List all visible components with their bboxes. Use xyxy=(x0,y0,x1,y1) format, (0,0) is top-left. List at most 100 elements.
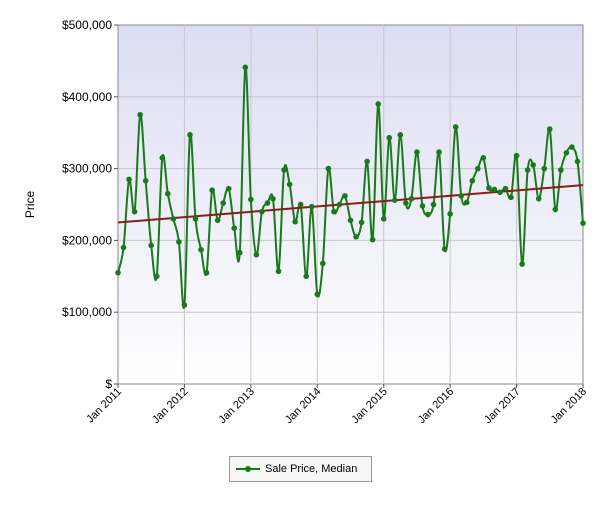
data-point xyxy=(303,273,310,280)
data-point xyxy=(115,269,121,276)
data-point xyxy=(380,216,387,222)
data-point xyxy=(486,185,492,191)
data-point xyxy=(242,64,249,71)
data-point xyxy=(541,165,548,172)
data-point xyxy=(535,195,542,202)
data-point xyxy=(497,189,503,196)
data-point xyxy=(198,246,204,253)
data-point xyxy=(292,218,298,225)
data-point xyxy=(264,200,271,206)
data-point xyxy=(403,200,409,206)
y-tick-label: $400,000 xyxy=(62,90,112,104)
data-point xyxy=(148,242,155,249)
data-point xyxy=(353,234,359,240)
data-point xyxy=(131,208,138,215)
data-point xyxy=(126,176,132,183)
data-point xyxy=(441,246,448,252)
x-tick-label: Jan 2014 xyxy=(283,386,323,426)
data-point xyxy=(320,260,326,267)
data-point xyxy=(480,155,487,161)
data-point xyxy=(286,181,293,188)
data-point xyxy=(214,217,221,224)
data-point xyxy=(170,216,177,222)
data-point xyxy=(176,239,182,245)
data-point xyxy=(508,194,514,201)
data-point xyxy=(297,201,304,208)
data-point xyxy=(275,268,282,275)
x-tick-label: Jan 2012 xyxy=(150,386,190,426)
legend-marker xyxy=(245,466,251,472)
data-point xyxy=(463,199,470,206)
data-point xyxy=(569,144,575,150)
data-point xyxy=(386,134,393,141)
y-tick-label: $500,000 xyxy=(62,18,112,32)
data-point xyxy=(236,249,243,256)
data-point xyxy=(248,196,254,203)
y-tick-label: $ xyxy=(105,377,112,391)
x-tick-label: Jan 2015 xyxy=(349,386,389,426)
legend-label: Sale Price, Median xyxy=(265,463,358,475)
data-point xyxy=(574,158,581,165)
data-point xyxy=(530,162,536,168)
markers xyxy=(115,64,586,308)
data-point xyxy=(165,190,171,197)
data-point xyxy=(314,291,321,298)
data-point xyxy=(447,211,453,217)
x-tick-label: Jan 2018 xyxy=(549,386,589,426)
data-point xyxy=(203,269,210,276)
data-point xyxy=(347,217,354,224)
data-point xyxy=(187,132,193,138)
data-point xyxy=(414,149,420,155)
data-point xyxy=(259,208,265,215)
data-point xyxy=(375,101,381,107)
data-point xyxy=(181,302,188,308)
data-point xyxy=(336,201,343,208)
data-point xyxy=(408,195,415,202)
x-tick-label: Jan 2013 xyxy=(216,386,256,426)
data-point xyxy=(458,193,465,199)
data-point xyxy=(308,203,315,210)
data-point xyxy=(513,152,520,159)
data-point xyxy=(419,203,426,209)
data-point xyxy=(452,124,459,130)
axes xyxy=(114,24,584,388)
x-tick-label: Jan 2011 xyxy=(84,386,124,426)
data-point xyxy=(331,208,337,215)
data-point xyxy=(563,150,570,156)
data-point xyxy=(519,261,525,267)
x-tick-label: Jan 2016 xyxy=(416,386,456,426)
data-point xyxy=(159,155,166,161)
data-point xyxy=(153,273,160,280)
data-point xyxy=(558,167,564,173)
data-point xyxy=(209,187,215,193)
data-point xyxy=(469,178,476,184)
data-point xyxy=(120,244,127,251)
data-point xyxy=(225,185,232,192)
data-point xyxy=(220,200,226,206)
data-point xyxy=(137,111,143,118)
data-point xyxy=(502,185,509,192)
data-point xyxy=(231,225,238,231)
data-point xyxy=(142,178,149,184)
legend-swatch xyxy=(236,464,260,474)
data-point xyxy=(475,165,481,172)
data-point xyxy=(580,220,586,226)
data-point xyxy=(425,211,431,218)
data-point xyxy=(270,195,276,202)
data-point xyxy=(369,236,376,243)
data-point xyxy=(325,165,332,172)
data-point xyxy=(524,167,531,173)
data-point xyxy=(342,193,348,199)
data-point xyxy=(546,126,553,132)
data-point xyxy=(358,219,365,226)
y-tick-label: $300,000 xyxy=(62,162,112,176)
data-point xyxy=(364,158,370,165)
data-point xyxy=(192,216,199,222)
legend: Sale Price, Median xyxy=(229,456,372,482)
y-tick-label: $200,000 xyxy=(62,233,112,247)
data-point xyxy=(281,167,287,173)
data-point xyxy=(436,149,442,155)
data-point xyxy=(253,251,260,258)
data-point xyxy=(397,132,404,138)
